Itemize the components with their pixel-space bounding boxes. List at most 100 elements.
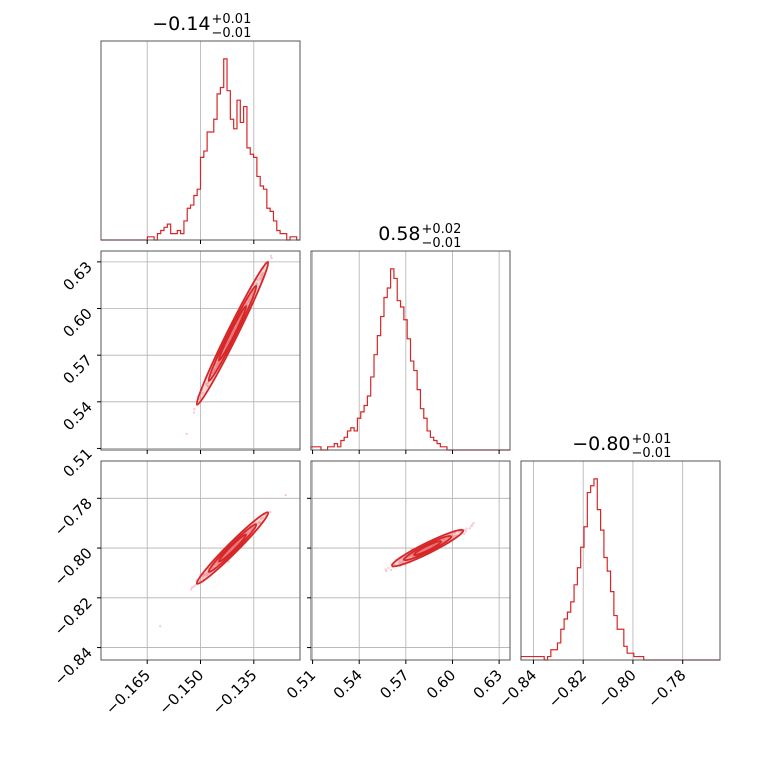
sample-point (463, 532, 466, 535)
panel-title-0: −0.14 +0.01−0.01 (152, 12, 251, 41)
title-minus: −0.01 (632, 446, 672, 461)
sample-point (159, 625, 162, 628)
y-tick-label-2: −0.80 (51, 544, 96, 589)
sample-point (259, 517, 263, 520)
sample-point (227, 560, 230, 563)
sample-point (458, 530, 461, 533)
panel-frame (520, 460, 721, 661)
sample-point (465, 527, 468, 530)
sample-point (228, 337, 231, 341)
sample-point (255, 282, 258, 285)
sample-point (192, 585, 196, 588)
scatter-panel-0-2-group (100, 460, 301, 661)
x-tick-label-2: −0.80 (595, 666, 640, 711)
sample-point (229, 548, 233, 551)
panel-title-1: 0.58 +0.02−0.01 (378, 222, 461, 251)
sample-point (284, 493, 287, 497)
contour-inner (217, 305, 248, 362)
hist-panel-0-group: −0.14 +0.01−0.01 (100, 12, 301, 241)
sample-point (400, 558, 403, 561)
sample-point (260, 273, 263, 277)
sample-point (210, 374, 213, 377)
y-tick-label-2: −0.82 (51, 594, 96, 639)
hist-panel-1-group: 0.58 +0.02−0.01 (310, 222, 511, 451)
sample-point (270, 256, 273, 260)
sample-point (226, 342, 229, 346)
x-tick-label-0: −0.165 (102, 666, 154, 718)
sample-point (459, 530, 463, 533)
sample-point (444, 537, 447, 541)
sample-point (192, 411, 196, 414)
sample-point (215, 561, 218, 564)
sample-point (256, 278, 259, 281)
title-plus: +0.01 (212, 12, 252, 27)
title-value: 0.58 (378, 223, 420, 245)
contour-mid (207, 284, 258, 382)
contour-mid (207, 523, 258, 573)
sample-point (398, 559, 401, 562)
panel-frame (310, 250, 511, 451)
sample-point (389, 568, 393, 572)
sample-point (258, 520, 261, 523)
title-value: −0.14 (152, 13, 210, 35)
title-minus: −0.01 (422, 236, 462, 251)
sample-point (239, 316, 242, 320)
histogram-1 (310, 268, 510, 451)
y-tick-label-2: −0.78 (51, 494, 96, 539)
panels-layer: −0.14 +0.01−0.010.58 +0.02−0.01−0.80 +0.01−… (51, 12, 721, 718)
x-tick-label-2: −0.84 (495, 666, 540, 711)
sample-point (385, 569, 388, 573)
x-tick-label-1: 0.51 (283, 666, 319, 702)
sample-point (189, 588, 193, 591)
sample-point (213, 368, 216, 371)
sample-point (230, 334, 233, 337)
sample-point (190, 586, 194, 589)
title-plus: +0.02 (422, 222, 462, 237)
sample-point (399, 561, 402, 565)
sample-point (212, 371, 215, 374)
x-tick-label-0: −0.135 (209, 666, 261, 718)
histogram-0 (101, 58, 300, 241)
sample-point (231, 546, 235, 549)
sample-point (452, 534, 455, 537)
sample-point (259, 276, 262, 279)
sample-point (185, 432, 188, 436)
sample-point (206, 384, 209, 388)
sample-point (471, 523, 474, 526)
sample-point (193, 407, 196, 411)
sample-point (206, 572, 209, 576)
sample-point (387, 566, 390, 570)
y-tick-label-1: 0.51 (59, 445, 95, 481)
x-tick-label-1: 0.57 (376, 666, 412, 702)
y-tick-label-1: 0.63 (59, 258, 95, 294)
contour-inner (413, 540, 443, 556)
y-tick-label-1: 0.54 (59, 398, 95, 434)
contour-inner (218, 533, 247, 563)
title-plus: +0.01 (632, 432, 672, 447)
sample-point (245, 303, 248, 306)
x-tick-label-2: −0.78 (644, 666, 689, 711)
contour-outer (195, 511, 270, 585)
sample-point (198, 580, 201, 583)
sample-point (468, 527, 471, 530)
sample-point (215, 362, 218, 366)
x-tick-label-0: −0.150 (155, 666, 207, 718)
y-tick-label-1: 0.57 (59, 351, 95, 387)
hist-panel-2-group: −0.80 +0.01−0.01 (520, 432, 721, 661)
sample-point (269, 510, 272, 514)
sample-point (194, 584, 197, 587)
scatter-panel-1-2-group (310, 460, 511, 661)
sample-point (464, 529, 467, 533)
sample-point (393, 563, 396, 566)
x-tick-label-2: −0.82 (545, 666, 590, 711)
sample-point (201, 392, 204, 395)
contour-outer (391, 528, 465, 568)
panel-title-2: −0.80 +0.01−0.01 (572, 432, 671, 461)
y-tick-label-1: 0.60 (59, 305, 95, 341)
y-tick-label-2: −0.84 (51, 644, 96, 689)
contour-outer (195, 260, 270, 406)
sample-point (472, 521, 475, 525)
panel-frame (310, 460, 511, 661)
sample-point (404, 564, 407, 567)
histogram-2 (520, 478, 720, 661)
